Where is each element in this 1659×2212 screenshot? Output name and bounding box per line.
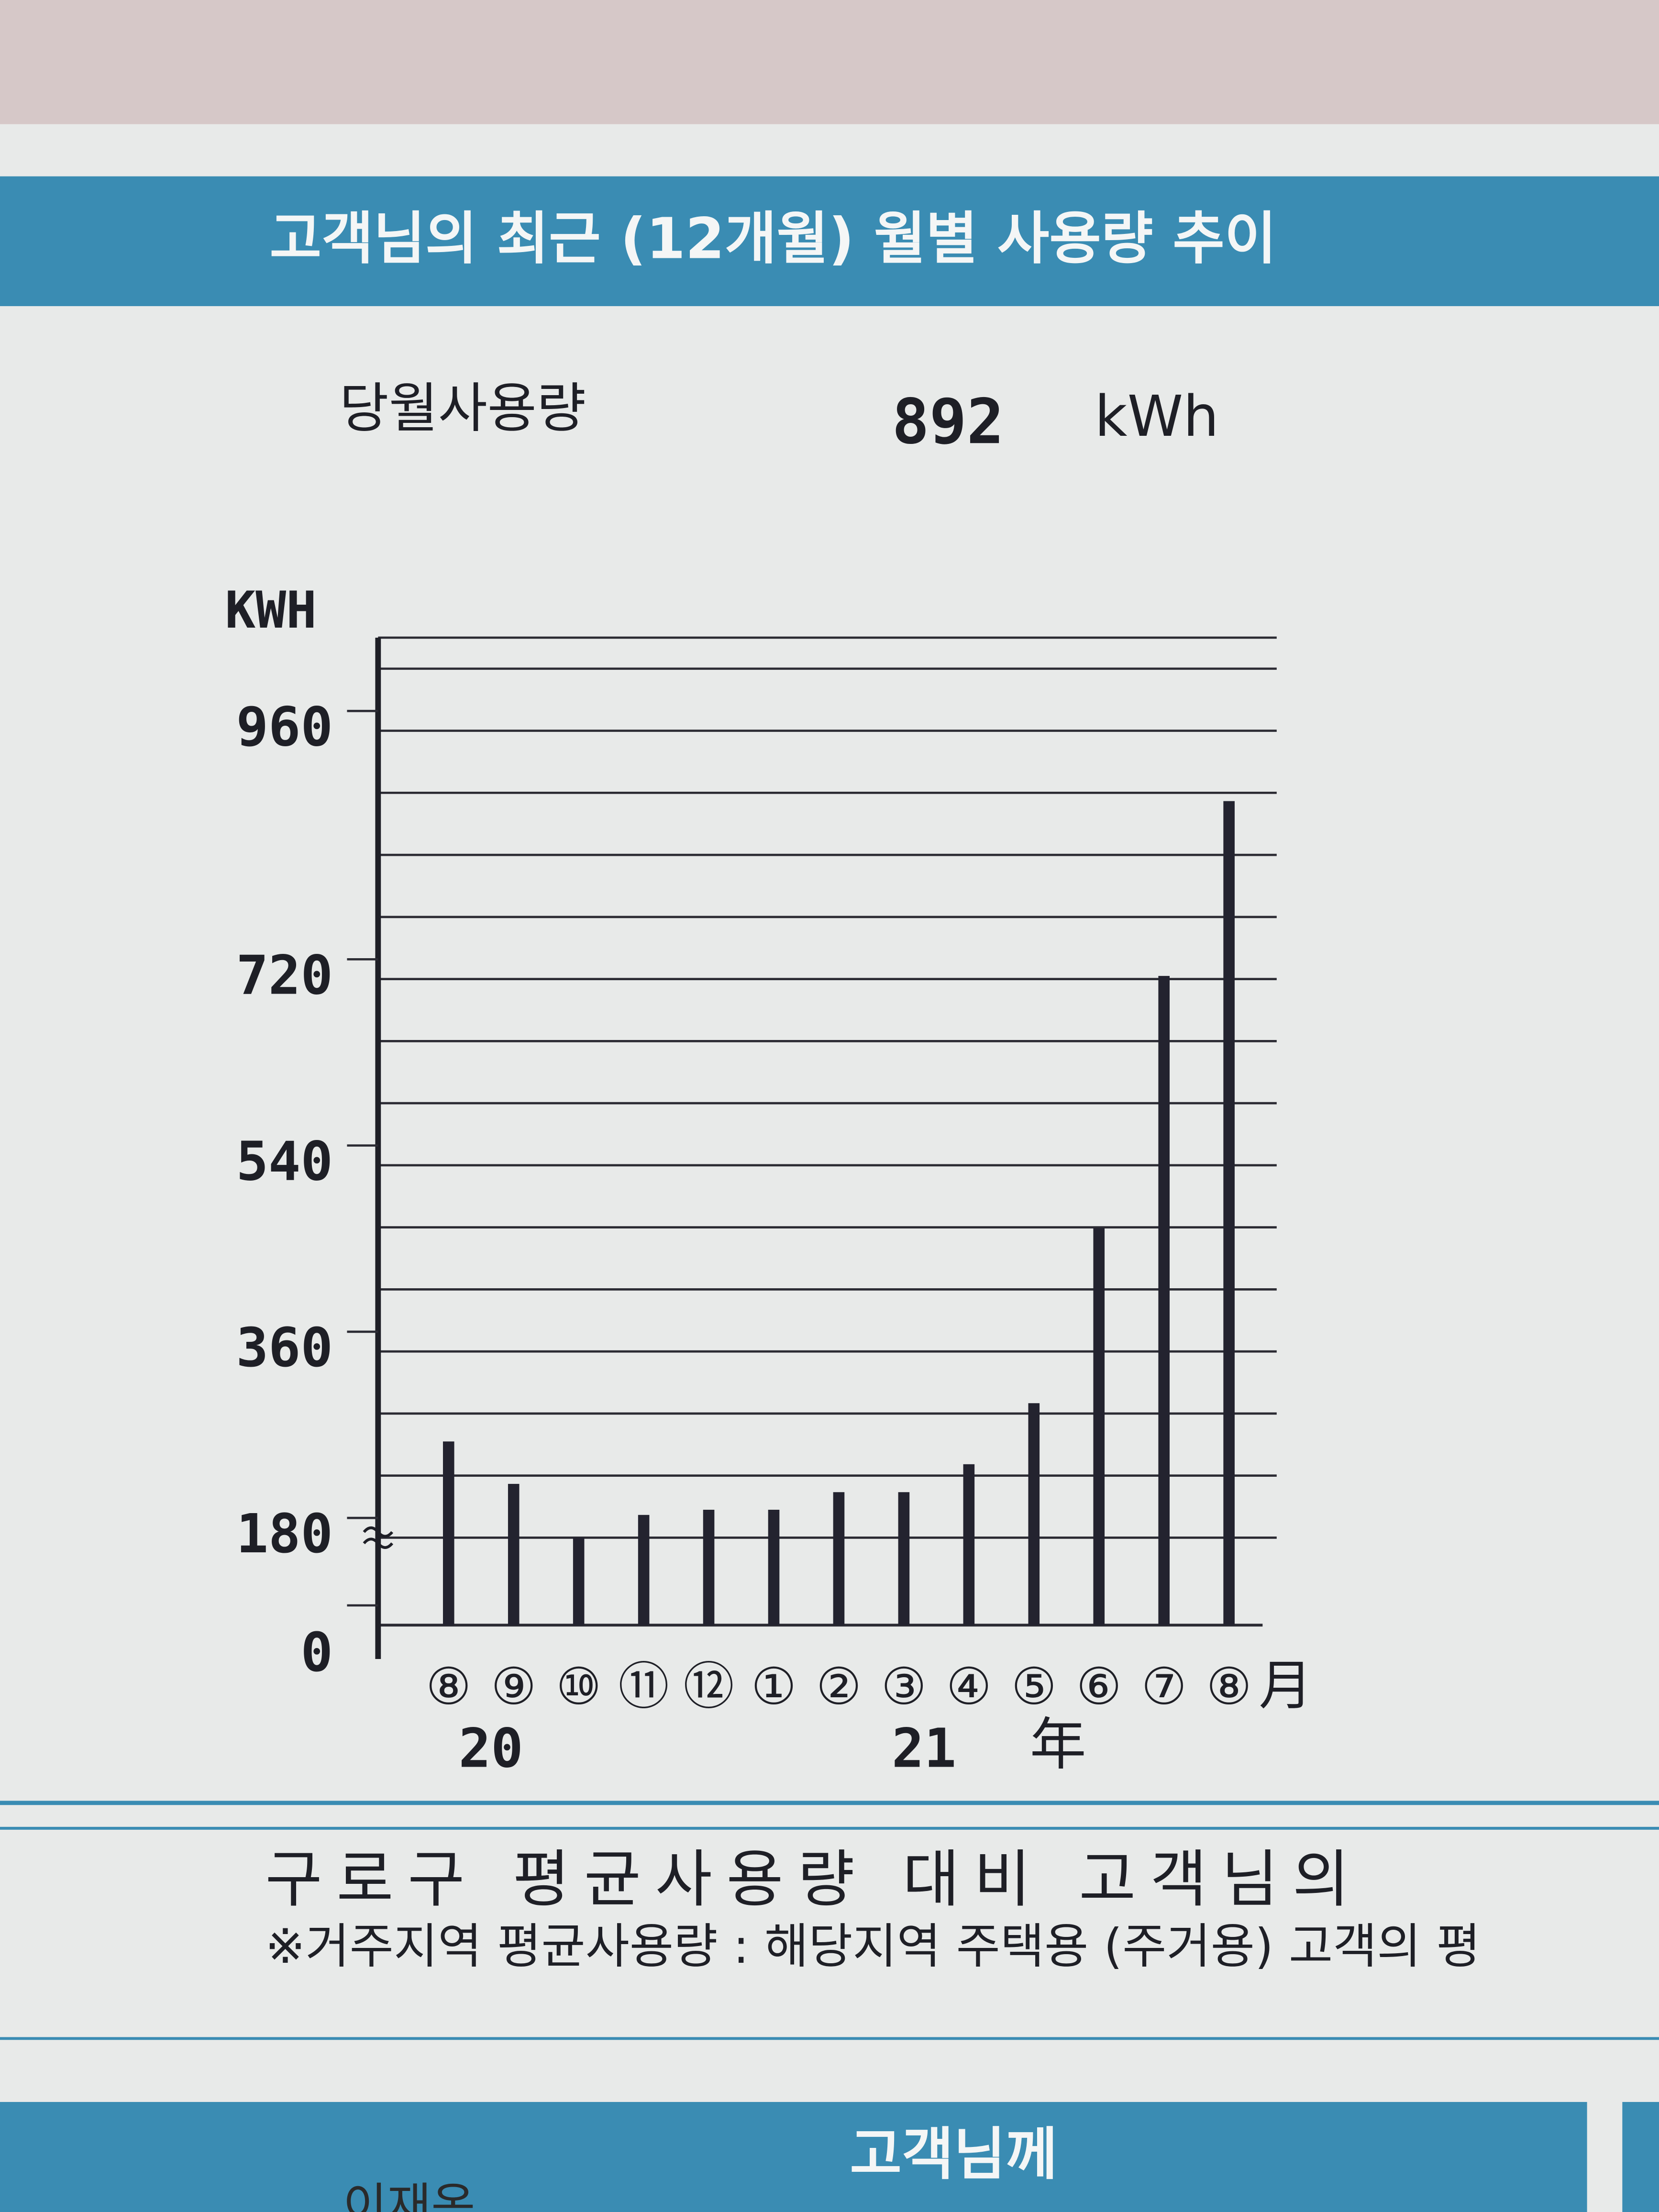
y-tick-label: 180 <box>236 1503 333 1565</box>
bar <box>1223 801 1235 1626</box>
y-tick-label: 540 <box>236 1131 333 1193</box>
bar <box>442 1441 454 1626</box>
footer-note: ※거주지역 평균사용량 : 해당지역 주택용 (주거용) 고객의 평 <box>265 1918 1480 1974</box>
bar <box>573 1537 585 1626</box>
bar <box>508 1483 520 1626</box>
x-tick-label: ⑨ <box>491 1657 536 1716</box>
y-tick-label: 0 <box>300 1622 332 1684</box>
title-band <box>0 176 1659 306</box>
usage-value: 892 <box>892 386 1004 458</box>
bar <box>1028 1403 1040 1626</box>
x-tick-label: ⑤ <box>1011 1657 1057 1716</box>
footer-heading: 구로구 평균사용량 대비 고객님의 <box>265 1843 1363 1915</box>
bar <box>898 1492 910 1626</box>
x-tick-label: ⑥ <box>1076 1657 1122 1716</box>
year-label: 21 <box>892 1717 956 1780</box>
x-tick-label: ⑧ <box>1206 1657 1252 1716</box>
paper <box>0 124 1659 2212</box>
y-tick-label: 720 <box>236 944 333 1006</box>
bar <box>703 1509 715 1626</box>
year-label: 20 <box>459 1717 523 1780</box>
axis-break <box>363 1526 394 1549</box>
x-tick-label: ⑧ <box>426 1657 471 1716</box>
x-tick-label: ⑪ <box>619 1657 669 1716</box>
y-tick-label: 960 <box>236 696 333 758</box>
footer-tab-title: 고객님께 <box>850 2122 1058 2187</box>
x-tick-label: ① <box>751 1657 796 1716</box>
bar <box>833 1492 845 1626</box>
bar <box>638 1515 650 1626</box>
usage-unit: kWh <box>1095 384 1219 449</box>
bar <box>1158 976 1170 1626</box>
footer-tab <box>0 2101 1587 2212</box>
x-tick-label: ⑩ <box>556 1657 601 1716</box>
y-axis-label: KWH <box>225 581 317 640</box>
x-tick-label: ② <box>816 1657 862 1716</box>
bar <box>768 1509 780 1626</box>
bar <box>1093 1228 1105 1626</box>
y-tick-label: 360 <box>236 1317 333 1379</box>
x-tick-label: ④ <box>946 1657 992 1716</box>
background-fabric <box>0 0 1659 134</box>
x-tick-label: ⑦ <box>1141 1657 1187 1716</box>
usage-label: 당월사용량 <box>340 377 586 440</box>
x-unit: 月 <box>1259 1655 1312 1717</box>
bar <box>963 1464 975 1626</box>
title: 고객님의 최근 (12개월) 월별 사용량 추이 <box>270 206 1277 271</box>
customer-name: 이재옥 <box>343 2178 476 2212</box>
footer-tab <box>1622 2101 1659 2212</box>
x-tick-label: ③ <box>881 1657 927 1716</box>
year-unit: 年 <box>1030 1712 1086 1777</box>
x-tick-label: ⑫ <box>683 1657 734 1716</box>
